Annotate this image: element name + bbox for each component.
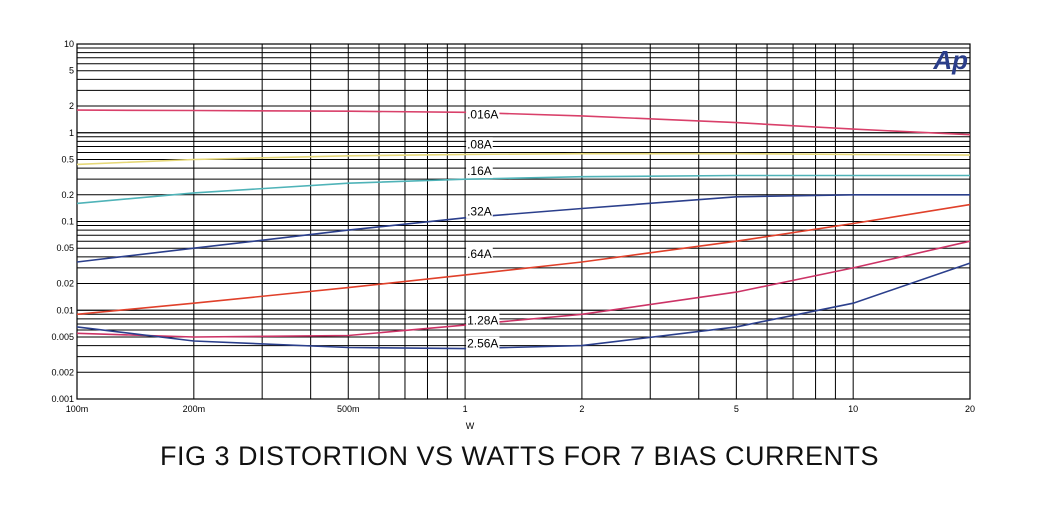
- y-tick-label: 10: [64, 39, 74, 49]
- series-label-background: [466, 336, 500, 351]
- series-label: 1.28A: [467, 313, 498, 327]
- series-label: .08A: [467, 137, 492, 151]
- series-line-4: [76, 194, 970, 263]
- series-label: 2.56A: [467, 337, 498, 351]
- y-tick-label: 0.001: [51, 394, 74, 404]
- chart: .016A .08A .16A .32A .64A 1.28A 2.56A 10 5 2 1 0.5…: [51, 39, 975, 431]
- series-label: .64A: [467, 247, 492, 261]
- y-tick-group: 10 5 2 1 0.5 0.2 0.1 0.05 0.02 0.01 0.005 0.002 0.00…: [51, 39, 74, 404]
- series-label-background: [466, 137, 493, 152]
- plot-frame: [76, 43, 971, 400]
- y-tick-label: 0.002: [51, 367, 74, 377]
- y-tick-label: 0.1: [61, 217, 74, 227]
- x-tick-label: 500m: [337, 404, 360, 414]
- series-label-background: [466, 204, 493, 219]
- grid: [76, 43, 971, 400]
- series-line-3: [76, 174, 970, 205]
- series-line-7: [76, 262, 971, 350]
- y-tick-label: 5: [69, 66, 74, 76]
- y-tick-label: 0.5: [61, 154, 74, 164]
- y-tick-label: 0.005: [51, 332, 74, 342]
- series-label-background: [466, 313, 500, 328]
- ap-logo: Ap: [932, 45, 968, 75]
- series-line-2: [76, 152, 971, 166]
- series-line-1: [76, 109, 971, 136]
- series-label-background: [466, 164, 493, 179]
- series-label-background: [466, 247, 493, 262]
- series-label: .16A: [467, 164, 492, 178]
- series-line-6: [76, 240, 971, 338]
- x-tick-label: 20: [965, 404, 975, 414]
- x-tick-label: 1: [463, 404, 468, 414]
- y-tick-label: 0.01: [56, 305, 74, 315]
- x-tick-label: 2: [579, 404, 584, 414]
- figure-title: FIG 3 DISTORTION VS WATTS FOR 7 BIAS CUR…: [159, 441, 880, 471]
- x-tick-label: 100m: [66, 404, 89, 414]
- x-tick-label: 10: [848, 404, 858, 414]
- series-line-5: [76, 203, 971, 316]
- x-tick-group: 100m 200m 500m 1 2 5 10 20: [66, 404, 975, 414]
- series-label-group: .016A .08A .16A .32A .64A 1.28A 2.56A: [466, 107, 500, 351]
- series-label-background: [466, 107, 500, 122]
- y-tick-label: 1: [69, 128, 74, 138]
- x-tick-label: 200m: [183, 404, 206, 414]
- y-tick-label: 0.02: [56, 279, 74, 289]
- x-axis-label: W: [466, 421, 475, 431]
- series-group: [76, 109, 971, 350]
- y-tick-label: 0.05: [56, 243, 74, 253]
- series-label: .32A: [467, 204, 492, 218]
- y-tick-label: 0.2: [61, 190, 74, 200]
- x-tick-label: 5: [734, 404, 739, 414]
- series-label: .016A: [467, 108, 498, 122]
- y-tick-label: 2: [69, 101, 74, 111]
